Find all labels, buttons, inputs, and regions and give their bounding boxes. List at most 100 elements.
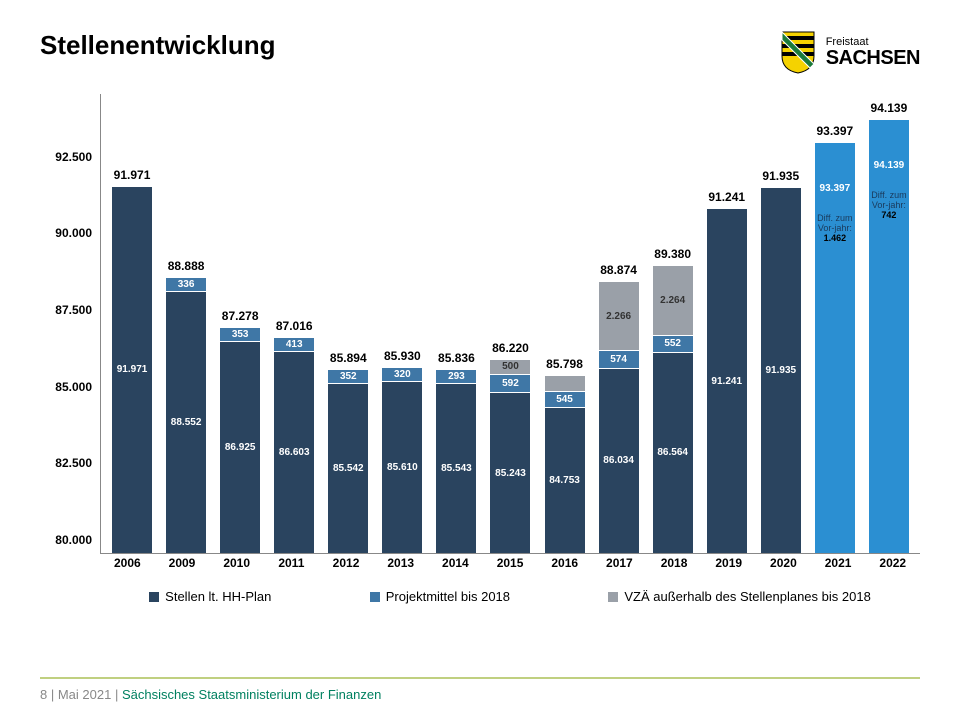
legend-swatch: [608, 592, 618, 602]
bar-total-label: 85.894: [330, 351, 367, 365]
logo-small-text: Freistaat: [826, 37, 920, 48]
bar-segment: 91.935: [761, 187, 801, 553]
bar-group: 86.220 85.243 592 500: [483, 94, 537, 553]
segment-label: 2.264: [660, 295, 685, 306]
segment-label: 413: [286, 339, 303, 350]
bar-segment: 85.543: [436, 383, 476, 553]
bar-total-label: 94.139: [871, 101, 908, 115]
legend-swatch: [370, 592, 380, 602]
x-axis-labels: 2006200920102011201220132014201520162017…: [100, 556, 920, 570]
bar-group: 87.27886.925353: [213, 94, 267, 553]
bar-stack: 91.971: [112, 186, 152, 553]
segment-label: 86.925: [225, 442, 256, 453]
x-axis-label: 2013: [373, 556, 428, 570]
x-axis-label: 2021: [811, 556, 866, 570]
bar-stack: 86.925 353: [220, 327, 260, 553]
segment-label: 91.241: [711, 376, 742, 387]
segment-label: 84.753: [549, 475, 580, 486]
diff-annotation: Diff. zum Vor-jahr:742: [871, 191, 907, 221]
bar-total-label: 91.971: [114, 168, 151, 182]
x-axis-label: 2020: [756, 556, 811, 570]
bar-stack: 88.552336: [166, 277, 206, 553]
bar-total-label: 85.836: [438, 351, 475, 365]
x-axis-label: 2010: [209, 556, 264, 570]
bar-total-label: 86.220: [492, 341, 529, 355]
bar-segment: 86.603: [274, 351, 314, 553]
segment-label: 2.266: [606, 311, 631, 322]
bar-segment: 86.564: [653, 352, 693, 553]
segment-label: 94.139: [874, 160, 905, 171]
segment-label: 93.397: [820, 183, 851, 194]
y-tick-label: 87.500: [55, 303, 92, 317]
page-title: Stellenentwicklung: [40, 30, 276, 61]
segment-label: 353: [232, 329, 249, 340]
bar-segment: 91.241: [707, 208, 747, 553]
bar-stack: 93.397 Diff. zum Vor-jahr:1.462: [815, 142, 855, 553]
segment-label: 352: [340, 371, 357, 382]
bar-stack: 85.610320: [382, 367, 422, 553]
diff-annotation: Diff. zum Vor-jahr:1.462: [817, 214, 853, 244]
bar-total-label: 91.241: [708, 190, 745, 204]
bar-segment: 85.542: [328, 383, 368, 553]
bar-group: 85.836 85.543 293: [429, 94, 483, 553]
bar-segment: 2.266: [599, 281, 639, 350]
bar-total-label: 89.380: [654, 247, 691, 261]
footer: 8 | Mai 2021 | Sächsisches Staatsministe…: [40, 677, 920, 702]
bar-stack: 86.034 574 2.266: [599, 281, 639, 553]
bar-segment: 552: [653, 335, 693, 352]
segment-label: 574: [610, 354, 627, 365]
segment-label: 86.564: [657, 447, 688, 458]
bar-total-label: 88.874: [600, 263, 637, 277]
bar-group: 88.874 86.034 574 2.266: [592, 94, 646, 553]
x-axis-label: 2006: [100, 556, 155, 570]
x-axis-label: 2019: [701, 556, 756, 570]
bars-container: 91.97191.97188.88888.55233687.27886.9253…: [101, 94, 920, 553]
segment-label: 500: [502, 361, 519, 372]
bar-segment: 353: [220, 327, 260, 341]
bar-stack: 85.243 592 500: [490, 359, 530, 553]
bar-total-label: 93.397: [816, 124, 853, 138]
bar-group: 85.79884.753545: [538, 94, 592, 553]
legend: Stellen lt. HH-PlanProjektmittel bis 201…: [100, 589, 920, 604]
header: Stellenentwicklung Freistaat SACHSEN: [40, 30, 920, 74]
segment-label: 552: [664, 338, 681, 349]
y-axis: 80.00082.50085.00087.50090.00092.500: [40, 94, 100, 554]
segment-label: 592: [502, 378, 519, 389]
bar-segment: 85.610: [382, 381, 422, 553]
bar-stack: 91.935: [761, 187, 801, 553]
bar-total-label: 87.016: [276, 319, 313, 333]
segment-label: 320: [394, 369, 411, 380]
segment-label: 91.971: [117, 364, 148, 375]
segment-label: 85.542: [333, 463, 364, 474]
bar-segment: 592: [490, 374, 530, 392]
x-axis-label: 2022: [865, 556, 920, 570]
bar-stack: 86.564 552 2.264: [653, 265, 693, 553]
bar-total-label: 85.930: [384, 349, 421, 363]
bar-segment: 413: [274, 337, 314, 351]
bar-segment: 94.139 Diff. zum Vor-jahr:742: [869, 119, 909, 553]
bar-stack: 85.543 293: [436, 369, 476, 553]
sachsen-logo: Freistaat SACHSEN: [778, 30, 920, 74]
footer-org: Sächsisches Staatsministerium der Finanz…: [122, 687, 381, 702]
legend-item: Projektmittel bis 2018: [370, 589, 510, 604]
bar-segment: 85.243: [490, 392, 530, 553]
segment-label: 85.543: [441, 463, 472, 474]
segment-label: 91.935: [765, 365, 796, 376]
coat-of-arms-icon: [778, 30, 818, 74]
y-tick-label: 92.500: [55, 150, 92, 164]
bar-segment: 84.753: [545, 407, 585, 553]
bar-group: 91.935 91.935: [754, 94, 808, 553]
bar-group: 93.397 93.397 Diff. zum Vor-jahr:1.462: [808, 94, 862, 553]
bar-total-label: 91.935: [762, 169, 799, 183]
bar-segment: 91.971: [112, 186, 152, 553]
segment-label: 336: [178, 279, 195, 290]
x-axis-label: 2012: [319, 556, 374, 570]
segment-label: 86.034: [603, 455, 634, 466]
bar-stack: 91.241: [707, 208, 747, 553]
bar-segment: 293: [436, 369, 476, 383]
plot-area: 91.97191.97188.88888.55233687.27886.9253…: [100, 94, 920, 554]
logo-big-text: SACHSEN: [826, 48, 920, 68]
segment-label: 293: [448, 371, 465, 382]
bar-group: 91.971 91.971: [105, 94, 159, 553]
bar-segment: 574: [599, 350, 639, 368]
